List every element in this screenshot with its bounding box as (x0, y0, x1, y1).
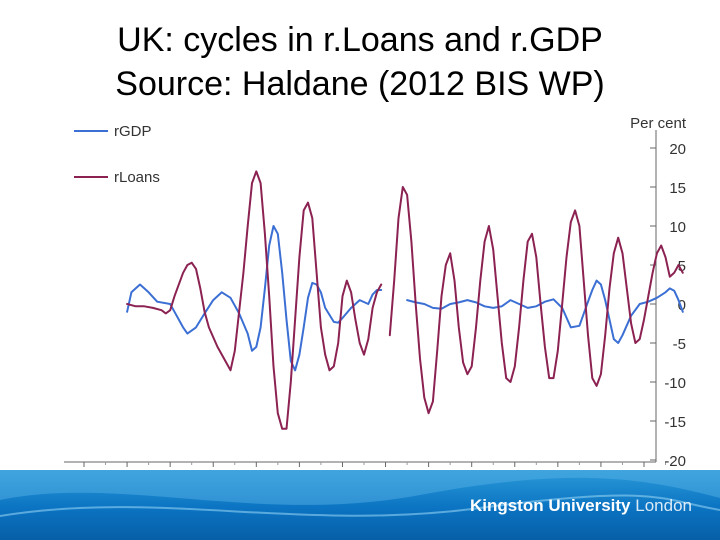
series-line-rgdp (126, 225, 383, 372)
y-tick-label: 20 (669, 141, 686, 158)
y-tick-label: -5 (673, 336, 686, 353)
y-tick-label: 0 (678, 297, 686, 314)
university-logo: Kingston University London (470, 496, 692, 516)
footer-wave-decoration (0, 470, 720, 517)
legend-label-rgdp: rGDP (114, 123, 152, 140)
y-tick-label: -20 (664, 453, 686, 470)
chart-axes: 1870809019001020304050607080902000201510… (64, 130, 686, 470)
y-tick-label: 5 (678, 258, 686, 275)
y-tick-label: 10 (669, 219, 686, 236)
chart-legend: rGDP rLoans (74, 123, 160, 186)
title-line-1: UK: cycles in r.Loans and r.GDP (117, 21, 603, 59)
title-line-2: Source: Haldane (2012 BIS WP) (115, 65, 605, 103)
y-axis-label: Per cent (630, 115, 687, 132)
slide-title: UK: cycles in r.Loans and r.GDP Source: … (0, 18, 720, 106)
series-line-rloans (126, 170, 383, 430)
university-city: London (635, 496, 692, 515)
y-tick-label: -15 (664, 414, 686, 431)
series-line-rloans (388, 186, 684, 415)
chart-series (126, 170, 684, 430)
loans-gdp-chart: 1870809019001020304050607080902000201510… (64, 115, 687, 470)
y-tick-label: -10 (664, 375, 686, 392)
series-line-rgdp (406, 279, 684, 344)
y-tick-label: 15 (669, 180, 686, 197)
footer-band (0, 470, 720, 540)
legend-label-rloans: rLoans (114, 169, 160, 186)
university-name: Kingston University (469, 496, 631, 515)
